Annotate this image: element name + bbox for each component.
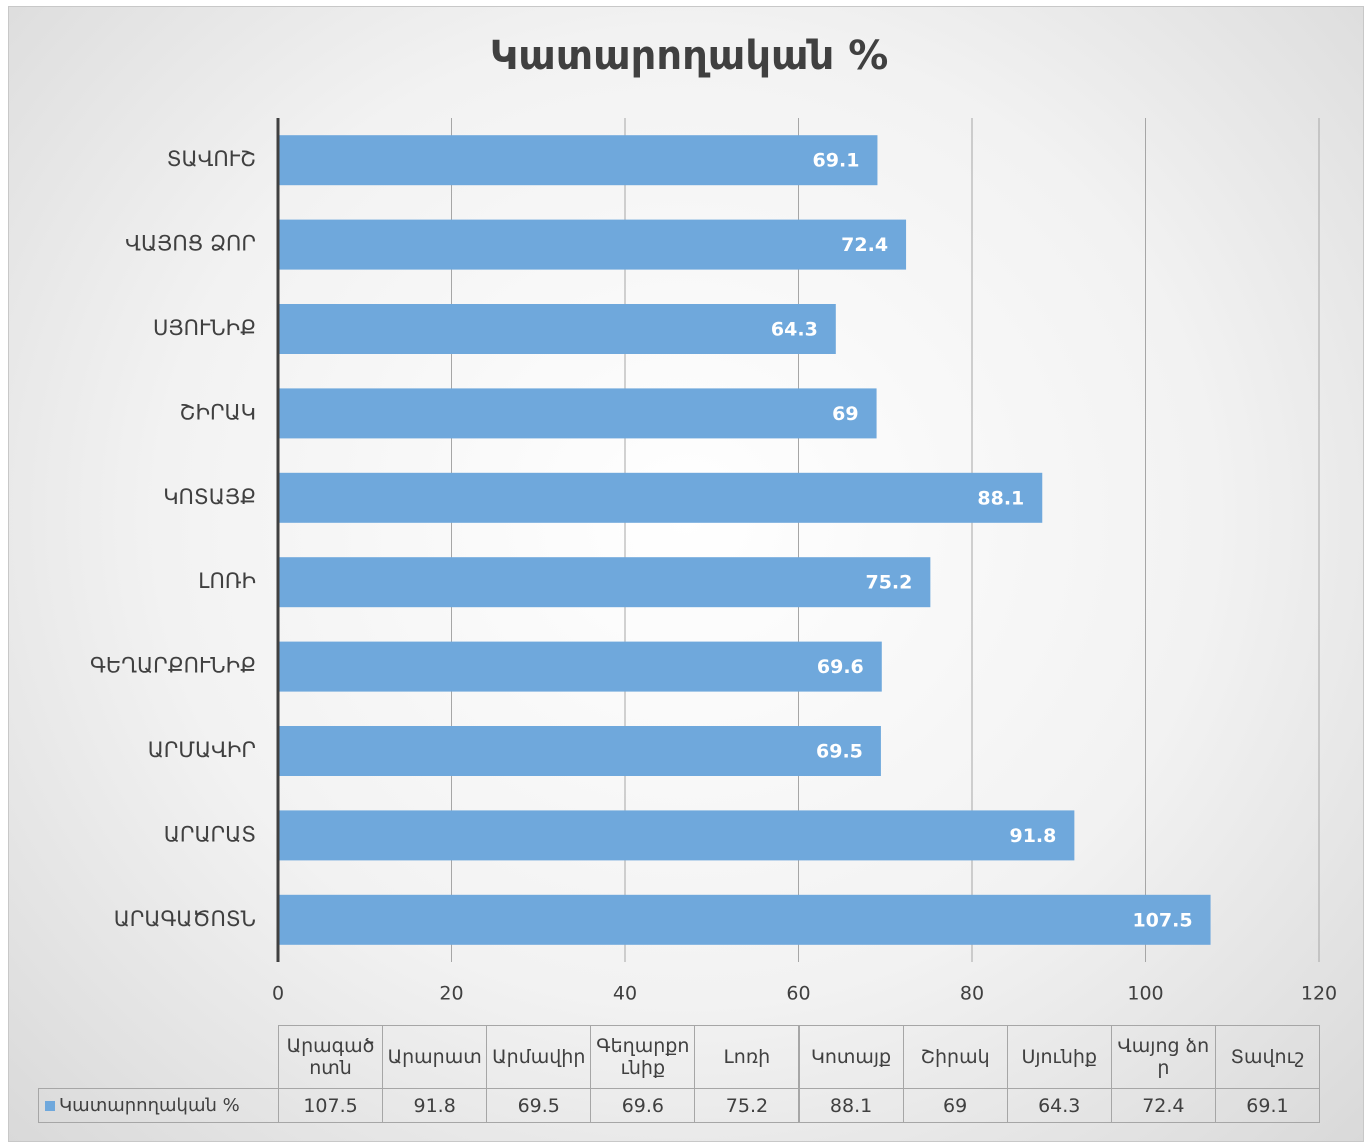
bar (278, 557, 931, 608)
table-header: Վայոց ձոր (1110, 1025, 1216, 1089)
data-label: 69 (832, 403, 858, 425)
y-tick-label: ՏԱՎՈՒՇ (167, 147, 256, 171)
table-header: Շիրակ (902, 1025, 1008, 1089)
x-tick-label: 80 (960, 983, 984, 1005)
y-tick-label: ԱՐԱԳԱԾՈՏՆ (114, 907, 256, 931)
x-tick-label: 40 (613, 983, 637, 1005)
table-header: Արմավիր (486, 1025, 592, 1089)
y-tick-label: ԱՐՄԱՎԻՐ (148, 738, 256, 762)
data-label: 69.1 (813, 150, 860, 172)
bar (278, 472, 1043, 523)
table-value: 69.5 (486, 1088, 592, 1123)
legend-cell: Կատարողական % (38, 1088, 279, 1123)
data-label: 69.5 (816, 741, 863, 763)
table-value: 72.4 (1110, 1088, 1216, 1123)
x-tick-label: 0 (272, 983, 284, 1005)
table-value: 107.5 (278, 1088, 384, 1123)
data-label: 64.3 (771, 319, 818, 341)
table-header: Կոտայք (798, 1025, 904, 1089)
table-header: Արագածոտն (278, 1025, 384, 1089)
bar (278, 894, 1211, 945)
table-value: 64.3 (1006, 1088, 1112, 1123)
y-tick-label: ԱՐԱՐԱՏ (164, 822, 256, 846)
data-label: 69.6 (817, 656, 864, 678)
legend-label: Կատարողական % (59, 1094, 240, 1116)
y-tick-label: ԿՈՏԱՅՔ (163, 485, 256, 509)
data-label: 72.4 (841, 234, 888, 256)
x-tick-label: 60 (786, 983, 810, 1005)
table-value: 75.2 (694, 1088, 800, 1123)
bar (278, 304, 836, 354)
table-value: 88.1 (798, 1088, 904, 1123)
bar (278, 135, 878, 186)
y-tick-label: ՎԱՅՈՑ ՁՈՐ (125, 232, 256, 256)
x-tick-label: 120 (1301, 983, 1337, 1005)
y-tick-label: ՍՅՈՒՆԻՔ (153, 316, 256, 340)
y-tick-label: ԳԵՂԱՐՔՈՒՆԻՔ (90, 654, 256, 678)
table-header: Արարատ (382, 1025, 488, 1089)
legend-key (45, 1100, 55, 1111)
bar (278, 810, 1075, 861)
table-header: Լոռի (694, 1025, 800, 1089)
data-label: 91.8 (1009, 825, 1056, 847)
table-value: 69.6 (590, 1088, 696, 1123)
y-tick-label: ԼՈՌԻ (198, 569, 256, 593)
table-value: 69 (902, 1088, 1008, 1123)
bar (278, 641, 882, 692)
chart-title: Կատարողական % (490, 33, 889, 79)
table-header: Տավուշ (1214, 1025, 1320, 1089)
table-header: Գեղարքունիք (590, 1025, 696, 1089)
data-label: 75.2 (865, 572, 912, 594)
y-tick-label: ՇԻՐԱԿ (180, 400, 256, 424)
bar (278, 219, 907, 270)
bar (278, 388, 877, 439)
table-value: 91.8 (382, 1088, 488, 1123)
bar (278, 726, 881, 776)
table-value: 69.1 (1214, 1088, 1320, 1123)
table-header: Սյունիք (1006, 1025, 1112, 1089)
x-tick-label: 100 (1127, 983, 1163, 1005)
data-label: 107.5 (1132, 909, 1192, 931)
x-tick-label: 20 (439, 983, 463, 1005)
data-label: 88.1 (977, 487, 1024, 509)
